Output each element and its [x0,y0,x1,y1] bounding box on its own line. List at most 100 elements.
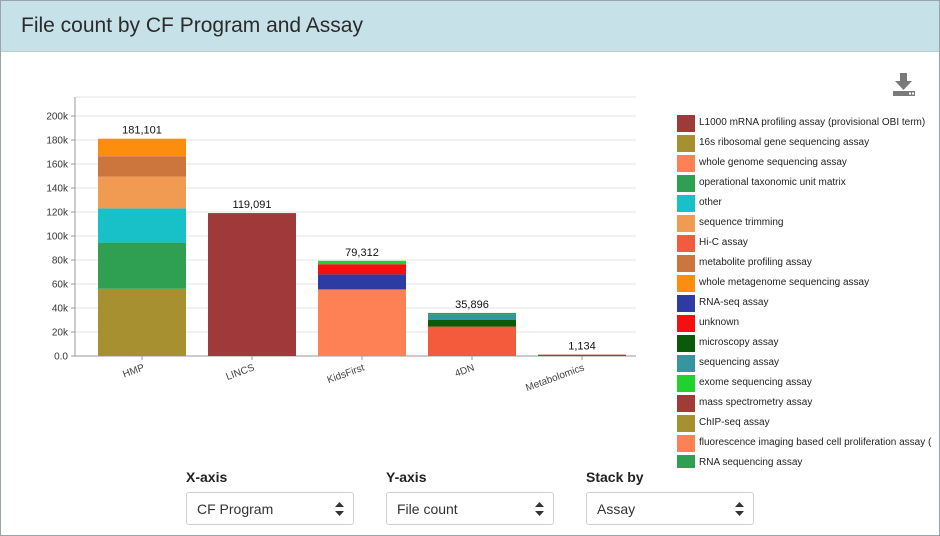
legend-item[interactable]: L1000 mRNA profiling assay (provisional … [677,113,939,133]
download-icon[interactable] [891,71,917,97]
legend-label: L1000 mRNA profiling assay (provisional … [699,117,926,128]
xaxis-select[interactable]: CF Program [186,492,354,525]
yaxis-label: Y-axis [386,469,427,485]
y-tick-label: 60k [52,280,69,291]
legend-swatch [677,155,695,172]
legend-item[interactable]: operational taxonomic unit matrix [677,173,939,193]
bar-segment[interactable] [98,208,186,243]
chart-legend: L1000 mRNA profiling assay (provisional … [677,113,939,468]
legend-item[interactable]: RNA sequencing assay [677,453,939,468]
bar-total-label: 79,312 [345,247,379,259]
legend-item[interactable]: other [677,193,939,213]
bar-total-label: 119,091 [233,199,272,211]
bar-segment[interactable] [538,354,626,356]
legend-swatch [677,195,695,212]
legend-label: fluorescence imaging based cell prolifer… [699,437,932,448]
xaxis-control: X-axis CF Program [186,469,354,525]
bar-segment[interactable] [98,242,186,289]
legend-label: other [699,197,722,208]
y-tick-label: 180k [46,136,69,147]
legend-label: sequence trimming [699,217,784,228]
updown-icon [535,502,544,516]
bar-total-label: 35,896 [455,299,489,311]
y-tick-label: 120k [46,208,69,219]
legend-label: mass spectrometry assay [699,397,813,408]
legend-item[interactable]: sequencing assay [677,353,939,373]
legend-item[interactable]: whole metagenome sequencing assay [677,273,939,293]
legend-item[interactable]: microscopy assay [677,333,939,353]
bar-total-label: 1,134 [568,341,596,353]
legend-swatch [677,255,695,272]
legend-swatch [677,295,695,312]
bar-segment[interactable] [428,312,516,315]
legend-item[interactable]: unknown [677,313,939,333]
stackby-select[interactable]: Assay [586,492,754,525]
bar-segment[interactable] [318,264,406,275]
bar-segment[interactable] [98,176,186,209]
xaxis-value: CF Program [197,501,274,517]
bar-segment[interactable] [318,274,406,290]
bar-segment[interactable] [318,289,406,356]
legend-item[interactable]: fluorescence imaging based cell prolifer… [677,433,939,453]
y-tick-label: 0.0 [54,352,68,363]
y-tick-label: 40k [52,304,69,315]
x-tick-label: 4DN [453,362,476,379]
legend-swatch [677,235,695,252]
yaxis-select[interactable]: File count [386,492,554,525]
legend-swatch [677,455,695,468]
legend-label: RNA-seq assay [699,297,769,308]
bar-segment[interactable] [98,138,186,157]
legend-swatch [677,435,695,452]
legend-item[interactable]: sequence trimming [677,213,939,233]
stackby-control: Stack by Assay [586,469,754,525]
legend-item[interactable]: Hi-C assay [677,233,939,253]
legend-swatch [677,215,695,232]
legend-item[interactable]: mass spectrometry assay [677,393,939,413]
legend-label: 16s ribosomal gene sequencing assay [699,137,870,148]
legend-swatch [677,355,695,372]
legend-label: whole metagenome sequencing assay [699,277,870,288]
legend-item[interactable]: exome sequencing assay [677,373,939,393]
legend-item[interactable]: whole genome sequencing assay [677,153,939,173]
legend-swatch [677,335,695,352]
y-tick-label: 160k [46,160,69,171]
bar-segment[interactable] [428,326,516,356]
legend-swatch [677,375,695,392]
bar-segment[interactable] [318,260,406,265]
legend-label: microscopy assay [699,337,779,348]
bar-segment[interactable] [98,156,186,177]
bars [98,138,626,356]
yaxis-control: Y-axis File count [386,469,554,525]
bar-chart: 0.0 20k 40k 60k 80k 100k 120k 140k 160k 180k 200k H… [46,96,636,394]
bar-segment[interactable] [98,288,186,356]
x-tick-label: Metabolomics [524,362,586,393]
legend-item[interactable]: RNA-seq assay [677,293,939,313]
legend-label: Hi-C assay [699,237,748,248]
legend-label: operational taxonomic unit matrix [699,177,846,188]
legend-swatch [677,135,695,152]
legend-label: unknown [699,317,740,328]
legend-swatch [677,275,695,292]
x-tick-label: KidsFirst [326,362,367,386]
legend-label: ChIP-seq assay [699,417,770,428]
updown-icon [735,502,744,516]
bar-segment[interactable] [208,213,296,356]
legend-label: exome sequencing assay [699,377,812,388]
legend-item[interactable]: metabolite profiling assay [677,253,939,273]
updown-icon [335,502,344,516]
legend-label: whole genome sequencing assay [699,157,847,168]
page-title: File count by CF Program and Assay [21,14,363,37]
legend-swatch [677,415,695,432]
y-tick-label: 140k [46,184,69,195]
y-tick-label: 200k [46,112,69,123]
legend-item[interactable]: 16s ribosomal gene sequencing assay [677,133,939,153]
legend-label: metabolite profiling assay [699,257,812,268]
bar-segment[interactable] [428,320,516,327]
legend-swatch [677,175,695,192]
legend-swatch [677,315,695,332]
bar-segment[interactable] [428,314,516,320]
legend-item[interactable]: ChIP-seq assay [677,413,939,433]
y-tick-label: 100k [46,232,69,243]
stackby-value: Assay [597,501,636,517]
